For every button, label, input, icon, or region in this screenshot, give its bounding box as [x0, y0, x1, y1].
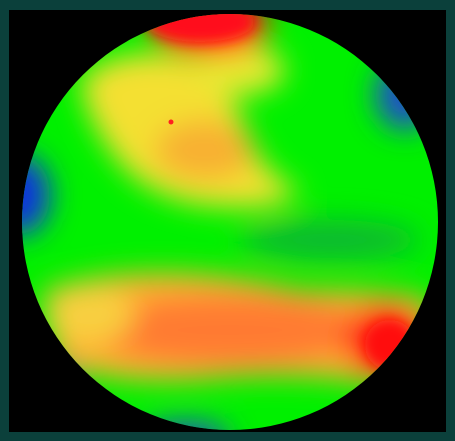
page	[0, 0, 455, 441]
heatmap-image	[0, 0, 455, 441]
